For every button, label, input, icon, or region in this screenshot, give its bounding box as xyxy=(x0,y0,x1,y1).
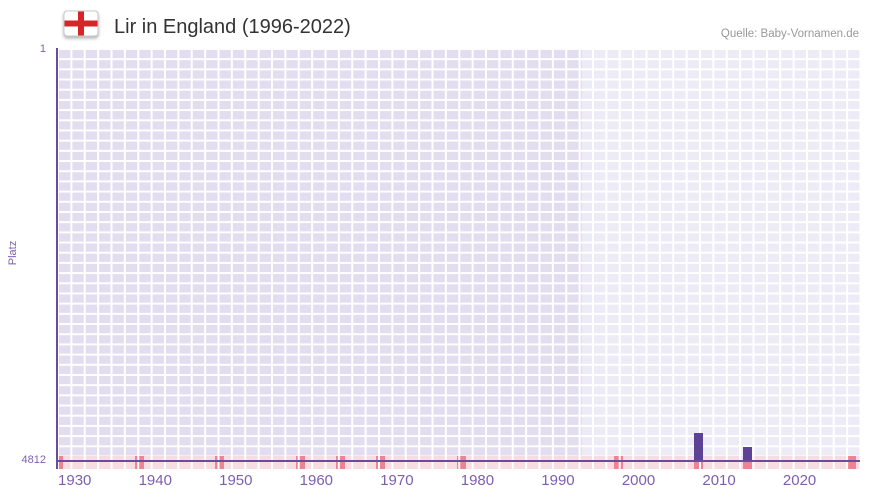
x-tick-label: 2020 xyxy=(782,472,817,489)
x-tick-label: 1930 xyxy=(58,472,92,489)
heat-strip-mark xyxy=(215,456,225,469)
x-tick-label: 1960 xyxy=(299,472,334,489)
x-tick-label: 2010 xyxy=(702,472,736,489)
heat-strip-mark xyxy=(295,456,305,469)
heat-strip-mark xyxy=(613,456,623,469)
heat-strip-mark xyxy=(847,456,857,469)
grid-lines xyxy=(57,48,860,456)
rank-bar[interactable] xyxy=(742,447,752,461)
chart-title: Lir in England (1996-2022) xyxy=(114,16,351,38)
england-flag-icon xyxy=(60,6,102,42)
x-tick-label: 1940 xyxy=(138,472,172,489)
heat-strip-mark xyxy=(134,456,144,469)
x-tick-label: 1980 xyxy=(460,472,495,489)
heat-strip-mark xyxy=(336,456,345,469)
plot-background xyxy=(57,48,860,456)
heat-strip-mark xyxy=(57,456,64,469)
x-tick-label: 1990 xyxy=(541,472,575,489)
y-tick-label-bottom: 4812 xyxy=(21,454,46,466)
heat-strip xyxy=(57,456,860,469)
heat-strip-mark xyxy=(376,456,386,469)
x-tick-label: 1970 xyxy=(380,472,414,489)
heat-strip-mark xyxy=(456,456,466,469)
source-attribution: Quelle: Baby-Vornamen.de xyxy=(720,28,859,40)
x-axis-line xyxy=(57,460,860,462)
x-tick-label: 2000 xyxy=(621,472,656,489)
y-tick-label-top: 1 xyxy=(39,43,46,55)
rank-bar[interactable] xyxy=(694,432,704,461)
y-axis-line xyxy=(56,48,58,469)
x-tick-label: 1950 xyxy=(219,472,253,489)
